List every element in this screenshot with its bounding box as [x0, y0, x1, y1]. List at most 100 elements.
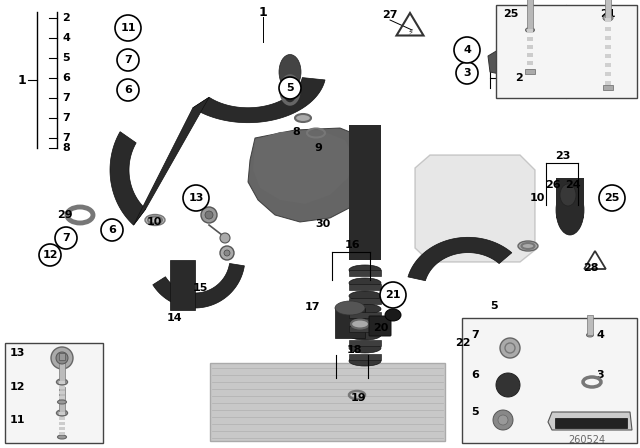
Circle shape [183, 185, 209, 211]
Text: 4: 4 [463, 45, 471, 55]
Ellipse shape [56, 410, 67, 416]
Bar [349, 354, 381, 360]
FancyBboxPatch shape [369, 316, 391, 336]
Text: 30: 30 [316, 219, 331, 229]
Bar [605, 0, 611, 18]
Text: 260524: 260524 [568, 435, 605, 445]
Ellipse shape [349, 278, 381, 288]
Text: 7: 7 [62, 233, 70, 243]
Bar [335, 308, 365, 338]
Circle shape [456, 62, 478, 84]
Circle shape [496, 373, 520, 397]
Bar [527, 0, 533, 30]
Circle shape [454, 37, 480, 63]
Bar [527, 29, 533, 33]
Circle shape [599, 185, 625, 211]
Bar [59, 422, 65, 425]
Bar [349, 284, 381, 290]
Text: 1: 1 [18, 73, 26, 86]
Bar [59, 412, 65, 415]
Circle shape [493, 410, 513, 430]
Text: 6: 6 [124, 85, 132, 95]
Circle shape [220, 233, 230, 243]
Bar [605, 45, 611, 49]
Text: 21: 21 [385, 290, 401, 300]
Ellipse shape [518, 241, 538, 251]
Bar [349, 326, 381, 332]
Text: 18: 18 [346, 345, 362, 355]
Ellipse shape [560, 184, 576, 206]
Text: 4: 4 [596, 330, 604, 340]
Text: 14: 14 [167, 313, 183, 323]
Circle shape [117, 79, 139, 101]
Text: 2: 2 [62, 13, 70, 23]
Bar [496, 5, 637, 98]
Text: 6: 6 [108, 225, 116, 235]
Bar [349, 270, 381, 276]
Text: 10: 10 [529, 193, 545, 203]
Ellipse shape [58, 400, 67, 404]
Circle shape [498, 415, 508, 425]
Polygon shape [488, 50, 512, 75]
Ellipse shape [279, 55, 301, 90]
Text: 13: 13 [10, 348, 25, 358]
Ellipse shape [349, 317, 381, 327]
Text: 12: 12 [9, 382, 25, 392]
Circle shape [279, 77, 301, 99]
Ellipse shape [349, 291, 381, 301]
Text: 1: 1 [259, 5, 268, 18]
Bar [605, 36, 611, 40]
Bar [527, 45, 533, 49]
Bar [59, 381, 65, 384]
Bar [349, 340, 381, 346]
Circle shape [500, 338, 520, 358]
Ellipse shape [56, 379, 67, 385]
Bar [525, 69, 535, 74]
Bar [349, 298, 381, 304]
Text: 8: 8 [292, 127, 300, 137]
Bar [555, 418, 627, 428]
Text: 5: 5 [490, 301, 498, 311]
Ellipse shape [349, 330, 381, 340]
Ellipse shape [349, 356, 381, 366]
Polygon shape [153, 263, 244, 308]
Polygon shape [408, 237, 512, 281]
Text: 23: 23 [556, 151, 571, 161]
Text: 5: 5 [62, 53, 70, 63]
Text: 5: 5 [286, 83, 294, 93]
Text: 21: 21 [600, 9, 616, 19]
Circle shape [205, 211, 213, 219]
Text: 12: 12 [42, 250, 58, 260]
Text: 25: 25 [503, 9, 518, 19]
Circle shape [117, 49, 139, 71]
Circle shape [39, 244, 61, 266]
Polygon shape [253, 130, 355, 204]
Bar [527, 53, 533, 57]
Bar [5, 343, 103, 443]
Bar [605, 81, 611, 85]
Bar [462, 318, 637, 443]
Ellipse shape [349, 265, 381, 275]
Text: 9: 9 [314, 143, 322, 153]
Ellipse shape [556, 185, 584, 235]
Text: 6: 6 [62, 73, 70, 83]
Ellipse shape [349, 304, 381, 314]
Polygon shape [248, 128, 375, 222]
Ellipse shape [145, 215, 165, 225]
Bar [556, 178, 584, 218]
Ellipse shape [335, 301, 365, 315]
Bar [349, 312, 381, 318]
Bar [605, 27, 611, 31]
Polygon shape [548, 412, 632, 430]
Bar [605, 72, 611, 76]
Bar [603, 85, 613, 90]
Bar [605, 63, 611, 67]
Text: 7: 7 [62, 133, 70, 143]
Text: 16: 16 [344, 240, 360, 250]
Text: 27: 27 [382, 10, 397, 20]
Bar [59, 432, 65, 435]
Bar [59, 353, 65, 360]
Circle shape [56, 352, 68, 364]
Ellipse shape [58, 435, 67, 439]
Text: 7: 7 [62, 93, 70, 103]
